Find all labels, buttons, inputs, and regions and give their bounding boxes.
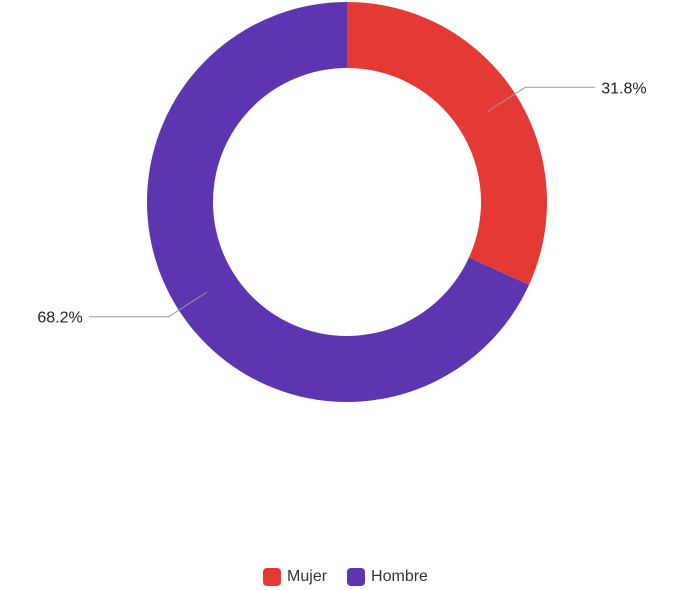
data-label-mujer: 31.8% — [601, 80, 646, 97]
legend-swatch-mujer — [263, 568, 282, 586]
data-label-hombre: 68.2% — [37, 310, 82, 327]
slice-mujer[interactable] — [347, 2, 547, 285]
legend-item-mujer[interactable]: Mujer — [263, 568, 327, 586]
legend-swatch-hombre — [347, 568, 366, 586]
donut-chart: 31.8% 68.2% — [37, 2, 647, 402]
legend-label-hombre: Hombre — [371, 568, 428, 585]
slice-hombre[interactable] — [146, 2, 530, 402]
legend-label-mujer: Mujer — [287, 568, 328, 585]
leader-line-hombre — [88, 291, 207, 318]
legend: Mujer Hombre — [0, 565, 691, 589]
legend-item-hombre[interactable]: Hombre — [347, 568, 428, 586]
leader-line-mujer — [487, 86, 596, 113]
